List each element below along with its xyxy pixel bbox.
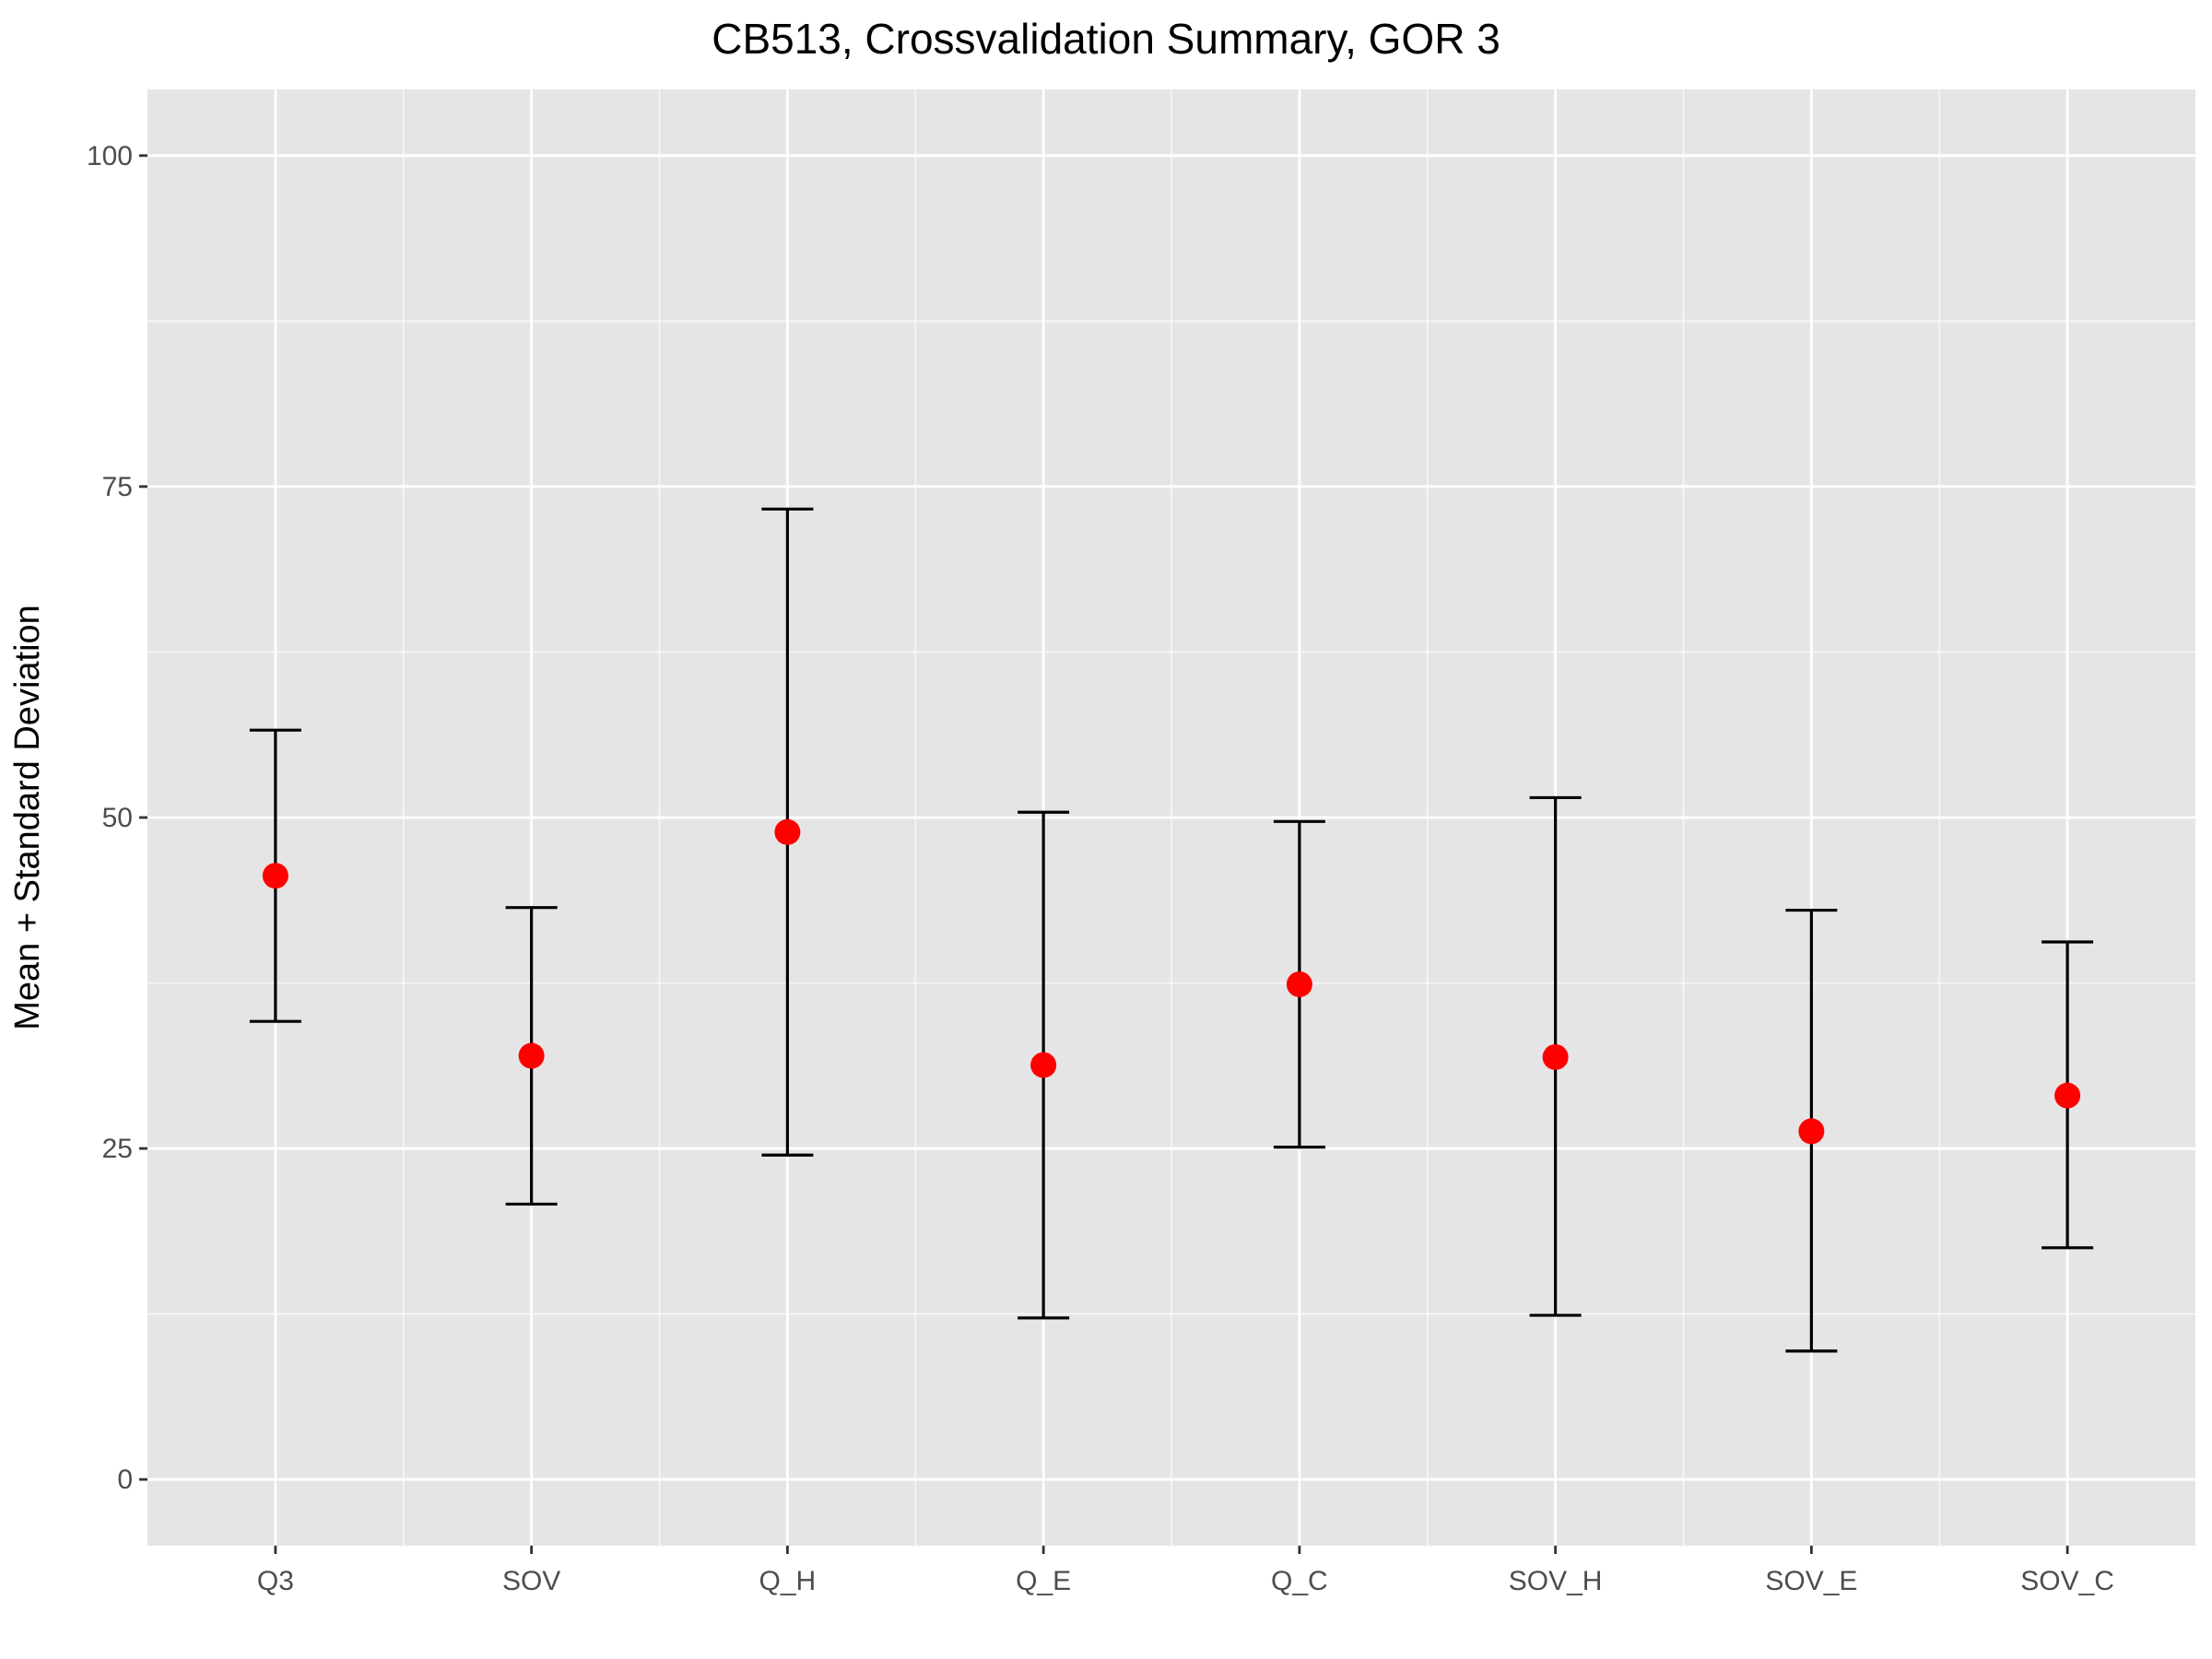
x-tick-label: SOV_C (2020, 1566, 2114, 1596)
y-tick-label: 50 (102, 803, 133, 833)
x-tick-label: Q_C (1271, 1566, 1328, 1596)
x-tick-label: Q_H (759, 1566, 817, 1596)
x-tick-label: SOV (502, 1566, 560, 1596)
x-tick-label: SOV_E (1765, 1566, 1857, 1596)
x-tick-label: SOV_H (1509, 1566, 1603, 1596)
mean-point (1286, 971, 1312, 997)
y-tick-label: 0 (117, 1465, 133, 1495)
mean-point (518, 1042, 545, 1069)
mean-point (1030, 1052, 1057, 1078)
y-tick-label: 25 (102, 1134, 133, 1164)
mean-point (1798, 1118, 1825, 1145)
mean-point (774, 818, 801, 845)
x-axis: Q3 SOV Q_H Q_E Q_C SOV_H SOV_E SOV_C (257, 1546, 2114, 1596)
chart-title: CB513, Crossvalidation Summary, GOR 3 (712, 15, 1500, 63)
y-axis: 0 25 50 75 100 (87, 141, 147, 1495)
mean-point (2054, 1082, 2081, 1109)
x-tick-label: Q3 (257, 1566, 294, 1596)
x-tick-label: Q_E (1016, 1566, 1071, 1596)
y-tick-label: 100 (87, 141, 133, 171)
y-axis-title: Mean + Standard Deviation (8, 605, 47, 1030)
mean-point (262, 863, 288, 889)
y-tick-label: 75 (102, 472, 133, 502)
mean-point (1542, 1043, 1569, 1070)
mean-points (262, 818, 2081, 1145)
